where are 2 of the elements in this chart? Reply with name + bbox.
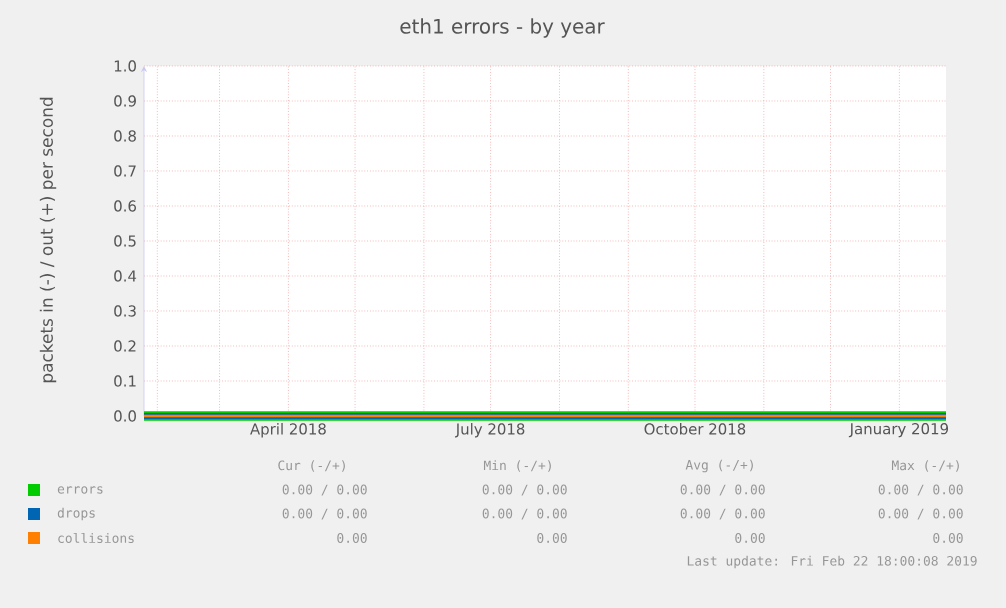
chart-title: eth1 errors - by year	[400, 18, 605, 38]
y-axis-title: packets in (-) / out (+) per second	[39, 97, 57, 383]
